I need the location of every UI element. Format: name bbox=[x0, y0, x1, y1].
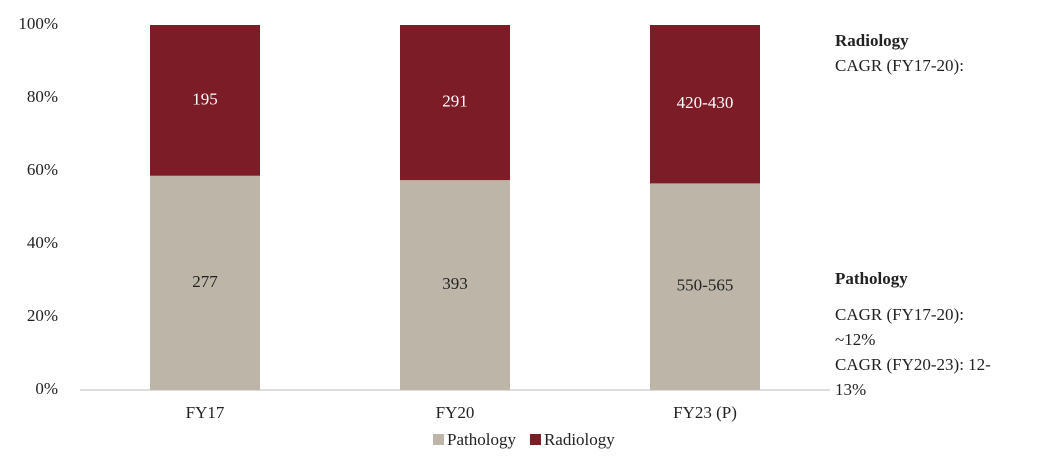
legend-swatch bbox=[433, 434, 444, 445]
annotation-title: Pathology bbox=[835, 269, 908, 288]
x-tick-label: FY20 bbox=[436, 403, 475, 422]
legend-swatch bbox=[529, 434, 541, 445]
y-tick-label: 20% bbox=[27, 306, 58, 325]
annotation-line: CAGR (FY20-23): 12- bbox=[835, 355, 991, 374]
data-label: 420-430 bbox=[677, 93, 734, 112]
y-tick-label: 80% bbox=[27, 87, 58, 106]
data-label: 291 bbox=[442, 91, 468, 110]
data-label: 277 bbox=[192, 272, 218, 291]
annotation-line: CAGR (FY17-20): bbox=[835, 305, 964, 324]
x-tick-label: FY23 (P) bbox=[673, 403, 737, 422]
y-tick-label: 0% bbox=[35, 379, 58, 398]
annotation-title: Radiology bbox=[835, 31, 909, 50]
y-tick-label: 60% bbox=[27, 160, 58, 179]
bar-segment bbox=[400, 180, 510, 390]
bar-segment bbox=[650, 183, 760, 390]
y-tick-label: 40% bbox=[27, 233, 58, 252]
bar-segment bbox=[400, 25, 510, 181]
bar-segment bbox=[150, 175, 260, 390]
y-tick-label: 100% bbox=[18, 14, 58, 33]
annotation-line: CAGR (FY17-20): bbox=[835, 56, 964, 75]
data-label: 550-565 bbox=[677, 276, 734, 295]
bar-segment bbox=[150, 25, 260, 176]
legend-label: Radiology bbox=[544, 430, 615, 449]
data-label: 195 bbox=[192, 89, 218, 108]
bar-segment bbox=[650, 25, 760, 184]
data-label: 393 bbox=[442, 274, 468, 293]
annotation-line: ~12% bbox=[835, 330, 875, 349]
legend-label: Pathology bbox=[447, 430, 516, 449]
x-tick-label: FY17 bbox=[186, 403, 225, 422]
annotation-line: 13% bbox=[835, 380, 866, 399]
